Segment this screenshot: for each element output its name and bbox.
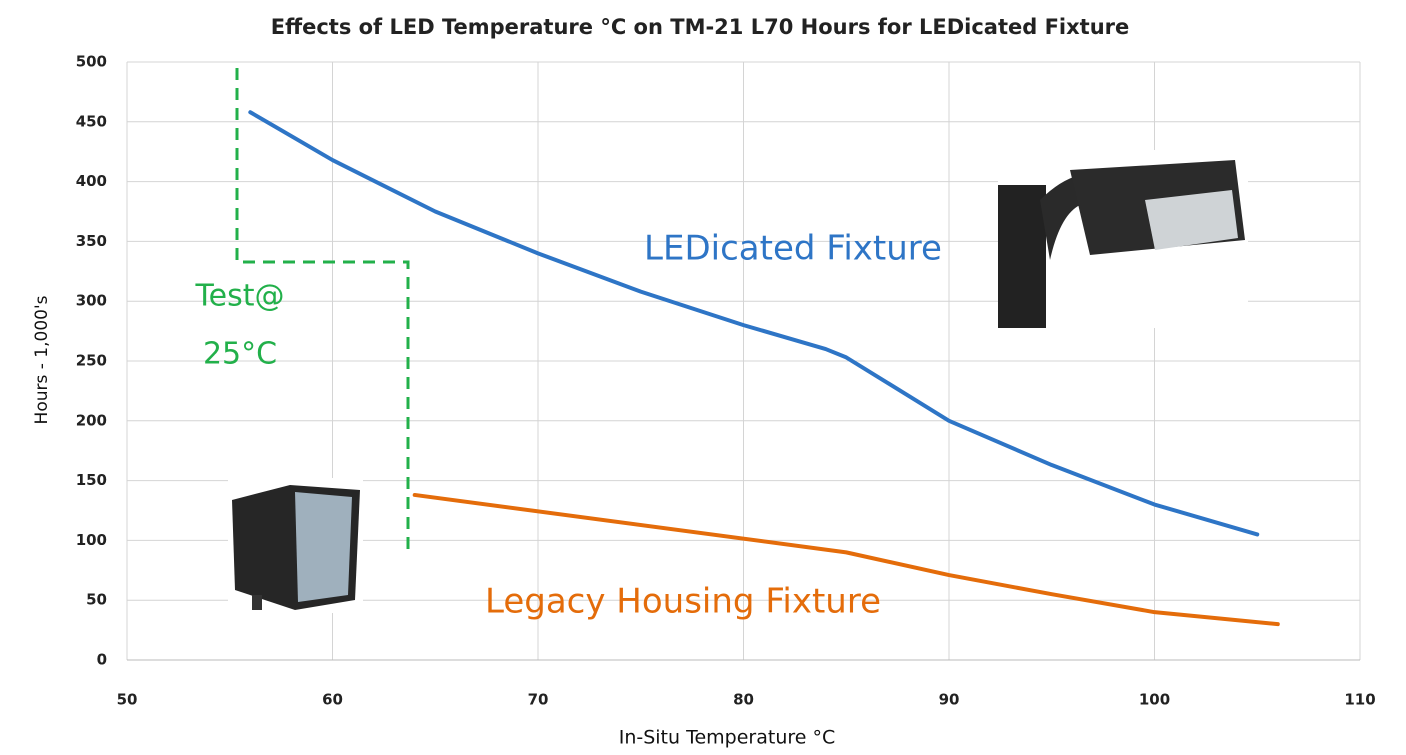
y-tick-label: 50 — [86, 591, 107, 609]
chart: Effects of LED Temperature °C on TM-21 L… — [0, 0, 1406, 755]
y-tick-label: 200 — [76, 411, 107, 429]
y-tick-label: 100 — [76, 531, 107, 549]
annotation: 25°C — [203, 337, 277, 372]
y-tick-label: 400 — [76, 172, 107, 190]
x-tick-label: 60 — [322, 691, 343, 709]
x-tick-label: 70 — [528, 691, 549, 709]
x-tick-label: 110 — [1344, 691, 1375, 709]
y-tick-label: 450 — [76, 112, 107, 130]
series-label: LEDicated Fixture — [644, 229, 942, 269]
y-axis-label: Hours - 1,000's — [32, 295, 52, 424]
x-tick-label: 80 — [733, 691, 754, 709]
fixture-image — [228, 478, 363, 613]
y-tick-label: 150 — [76, 471, 107, 489]
y-tick-label: 500 — [76, 53, 107, 71]
annotation: Test@ — [194, 279, 284, 314]
x-axis-label: In-Situ Temperature °C — [619, 727, 836, 749]
y-tick-label: 300 — [76, 292, 107, 310]
series-label: Legacy Housing Fixture — [485, 582, 881, 622]
x-tick-label: 50 — [117, 691, 138, 709]
y-tick-label: 350 — [76, 232, 107, 250]
x-tick-label: 100 — [1139, 691, 1170, 709]
chart-title: Effects of LED Temperature °C on TM-21 L… — [271, 15, 1130, 39]
y-tick-label: 250 — [76, 352, 107, 370]
x-tick-label: 90 — [939, 691, 960, 709]
fixture-image — [998, 150, 1248, 328]
y-tick-label: 0 — [97, 651, 107, 669]
